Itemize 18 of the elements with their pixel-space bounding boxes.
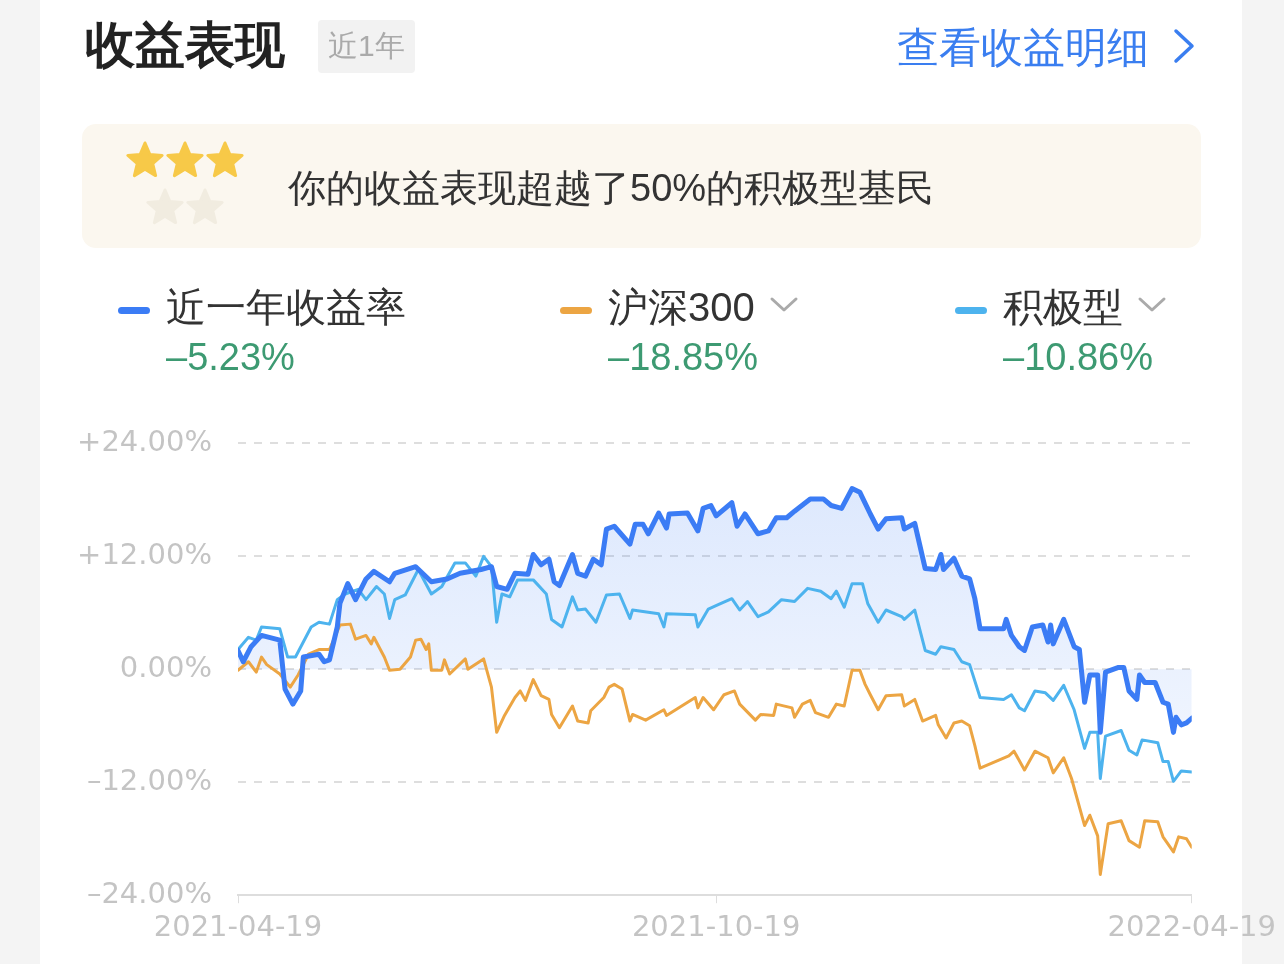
text: –18.85%	[608, 336, 759, 379]
y-tick-label: 0.00%	[119, 649, 212, 684]
y-tick-label: –24.00%	[86, 875, 212, 910]
y-tick-label: +24.00%	[77, 423, 212, 458]
x-tick-label: 2021-04-19	[153, 909, 323, 944]
legend-label: 积极型	[1003, 284, 1123, 331]
text: –10.86%	[1003, 336, 1154, 379]
legend-label: 近一年收益率	[166, 284, 406, 331]
text: –5.23%	[166, 336, 295, 379]
x-tick-label: 2022-04-19	[1107, 909, 1277, 944]
text: 查看收益明细	[897, 23, 1149, 73]
legend-label: 沪深300	[608, 284, 755, 331]
x-tick-label: 2021-10-19	[631, 909, 801, 944]
y-tick-label: +12.00%	[77, 536, 212, 571]
chart-title: 收益表现	[85, 16, 285, 75]
chart-subtitle: 近1年	[318, 20, 415, 73]
text: 你的收益表现超越了50%的积极型基民	[288, 166, 935, 211]
y-tick-label: –12.00%	[86, 762, 212, 797]
